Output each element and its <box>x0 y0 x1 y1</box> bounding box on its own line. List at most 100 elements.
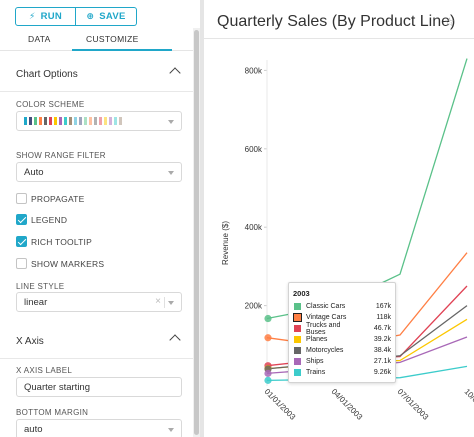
bottom-margin-label: BOTTOM MARGIN <box>16 408 89 417</box>
y-axis-title: Revenue ($) <box>221 221 230 265</box>
color-swatch <box>69 117 72 125</box>
tooltip-swatch <box>294 303 301 310</box>
tooltip-series-name: Planes <box>306 336 328 343</box>
x-tick-label: 04/01/2003 <box>330 387 365 422</box>
color-scheme-swatches <box>24 117 124 125</box>
x-axis-label-label: X AXIS LABEL <box>16 366 73 375</box>
tooltip-swatch <box>294 336 301 343</box>
y-tick-label: 400k <box>245 223 263 232</box>
bottom-margin-value: auto <box>24 423 43 435</box>
tooltip-swatch <box>293 313 302 322</box>
color-swatch <box>119 117 122 125</box>
x-axis-section-header[interactable]: X Axis <box>0 325 193 359</box>
star-outline-icon[interactable]: ☆ <box>444 15 455 29</box>
legend-checkbox-row[interactable]: LEGEND <box>16 214 67 225</box>
y-tick-label: 800k <box>245 66 263 75</box>
show-range-filter-label: SHOW RANGE FILTER <box>16 151 106 160</box>
color-swatch <box>39 117 42 125</box>
tab-data[interactable]: DATA <box>28 34 51 44</box>
tooltip-series-value: 9.26k <box>373 369 391 376</box>
propagate-checkbox[interactable] <box>16 193 27 204</box>
tooltip-series-value: 167k <box>375 303 391 310</box>
clear-icon[interactable]: × <box>155 296 161 307</box>
panel-scrollbar[interactable] <box>193 28 200 437</box>
panel-scrollbar-thumb[interactable] <box>194 30 199 435</box>
series-marker[interactable] <box>264 369 272 377</box>
chevron-up-icon <box>169 334 181 346</box>
title-divider <box>204 38 474 39</box>
color-swatch <box>109 117 112 125</box>
color-swatch <box>34 117 37 125</box>
tooltip-series-value: 118k <box>376 314 391 321</box>
chevron-up-icon <box>169 67 181 79</box>
show-range-filter-value: Auto <box>24 166 44 178</box>
show-range-filter-select[interactable]: Auto <box>16 162 182 182</box>
tooltip-row: Trains 9.26k <box>293 367 391 378</box>
tooltip-series-name: Trains <box>306 369 326 376</box>
run-button[interactable]: ⚡ RUN <box>15 7 76 26</box>
series-line[interactable] <box>266 58 468 320</box>
legend-label: LEGEND <box>31 214 68 225</box>
rich-tooltip-checkbox[interactable] <box>16 236 27 247</box>
chevron-down-icon <box>168 301 174 305</box>
tooltip-rows: Classic Cars 167k Vintage Cars 118k Trucks a… <box>293 301 391 378</box>
tooltip-row: Ships 27.1k <box>293 356 391 367</box>
rich-tooltip-checkbox-row[interactable]: RICH TOOLTIP <box>16 236 92 247</box>
color-swatch <box>99 117 102 125</box>
color-swatch <box>94 117 97 125</box>
tooltip-swatch <box>294 325 301 332</box>
show-markers-checkbox[interactable] <box>16 258 27 269</box>
chart-area: 200k 400k 600k 800k Revenue ($) 01/01/2003 04/… <box>204 0 474 437</box>
series-marker[interactable] <box>264 334 272 342</box>
tooltip-series-value: 27.1k <box>373 358 391 365</box>
series-marker[interactable] <box>264 314 272 323</box>
color-swatch <box>54 117 57 125</box>
active-tab-indicator <box>72 49 172 51</box>
chart-options-section-header[interactable]: Chart Options <box>0 58 193 92</box>
line-style-value: linear <box>24 296 48 308</box>
propagate-label: PROPAGATE <box>31 193 85 204</box>
y-tick-label: 200k <box>245 302 263 311</box>
tooltip-row: Vintage Cars 118k <box>293 312 391 323</box>
chevron-down-icon <box>168 120 174 124</box>
x-axis-label-input[interactable]: Quarter starting <box>16 377 182 397</box>
color-scheme-select[interactable] <box>16 111 182 131</box>
line-style-select[interactable]: linear × <box>16 292 182 312</box>
x-tick-label: 07/01/2003 <box>396 387 431 422</box>
series-marker[interactable] <box>264 376 272 384</box>
tooltip-series-name: Ships <box>306 358 324 365</box>
show-markers-checkbox-row[interactable]: SHOW MARKERS <box>16 258 104 269</box>
legend-checkbox[interactable] <box>16 214 27 225</box>
color-swatch <box>89 117 92 125</box>
bottom-margin-select[interactable]: auto <box>16 419 182 437</box>
lightning-icon: ⚡ <box>28 11 36 21</box>
color-swatch <box>84 117 87 125</box>
propagate-checkbox-row[interactable]: PROPAGATE <box>16 193 84 204</box>
color-swatch <box>74 117 77 125</box>
chart-tooltip: 2003 Classic Cars 167k Vintage Cars 118k Tru… <box>288 282 396 383</box>
color-swatch <box>24 117 27 125</box>
color-swatch <box>114 117 117 125</box>
tooltip-row: Motorcycles 38.4k <box>293 345 391 356</box>
panel-divider[interactable] <box>200 0 204 437</box>
save-button[interactable]: ⊕ SAVE <box>76 7 137 26</box>
tooltip-series-value: 38.4k <box>373 347 391 354</box>
show-markers-label: SHOW MARKERS <box>31 258 105 269</box>
line-style-label: LINE STYLE <box>16 282 65 291</box>
tab-customize[interactable]: CUSTOMIZE <box>86 34 139 44</box>
tooltip-series-name: Motorcycles <box>306 347 344 354</box>
rich-tooltip-label: RICH TOOLTIP <box>31 236 92 247</box>
chart-options-title: Chart Options <box>16 69 78 80</box>
control-panel: ⚡ RUN ⊕ SAVE DATA CUSTOMIZE Chart Option… <box>0 0 200 437</box>
color-swatch <box>49 117 52 125</box>
color-swatch <box>29 117 32 125</box>
color-swatch <box>44 117 47 125</box>
color-swatch <box>64 117 67 125</box>
tooltip-series-name: Classic Cars <box>306 303 346 310</box>
y-tick-label: 600k <box>245 145 263 154</box>
chevron-down-icon <box>168 171 174 175</box>
x-tick-label: 10/01/2003 <box>463 387 474 422</box>
plus-circle-icon: ⊕ <box>86 11 95 21</box>
run-button-label: RUN <box>40 11 63 22</box>
tooltip-swatch <box>294 358 301 365</box>
